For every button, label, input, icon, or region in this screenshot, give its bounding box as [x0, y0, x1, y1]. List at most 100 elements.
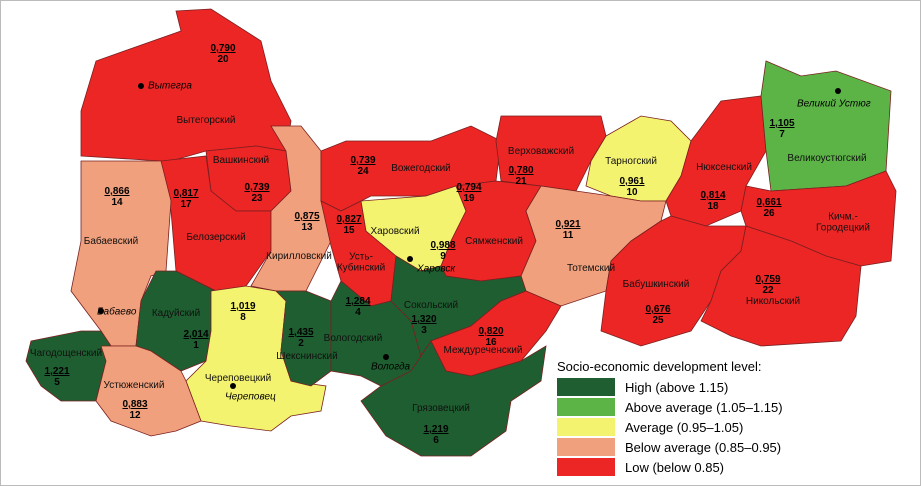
district-figures: 1,435 2 — [288, 327, 313, 349]
district-name: Никольский — [745, 295, 801, 307]
city-name: Вологда — [371, 361, 411, 373]
district-figures: 0,820 16 — [478, 326, 503, 348]
district-figures: 1,019 8 — [230, 301, 255, 323]
district-index: 0,794 — [456, 182, 482, 193]
legend-label: Above average (1.05–1.15) — [625, 399, 783, 415]
district-index: 0,739 — [244, 182, 270, 193]
district-index: 0,988 — [430, 240, 456, 251]
district-shape — [700, 225, 862, 347]
district-figures: 0,661 26 — [756, 197, 781, 219]
district-name: Великоустюгский — [787, 152, 867, 164]
district-rank: 8 — [240, 312, 246, 323]
district-name: Тарногский — [605, 155, 657, 167]
district-index: 0,961 — [619, 176, 645, 187]
district-rank: 25 — [652, 315, 664, 326]
district-rank: 24 — [357, 166, 369, 177]
district-rank: 26 — [763, 208, 775, 219]
district-name: Череповецкий — [204, 372, 272, 384]
district-rank: 7 — [779, 129, 785, 140]
legend-label: Low (below 0.85) — [625, 459, 724, 475]
district-rank: 19 — [463, 193, 475, 204]
district-index: 0,883 — [122, 399, 148, 410]
district-figures: 0,814 18 — [700, 190, 725, 212]
district-name: Сокольский — [403, 299, 459, 311]
district-rank: 3 — [421, 325, 427, 336]
district-name: Верховажский — [507, 145, 575, 157]
district-figures: 1,105 7 — [769, 118, 794, 140]
district-index: 0,676 — [645, 304, 671, 315]
district-name: Кадуйский — [151, 307, 201, 319]
district-name: Тотемский — [566, 262, 616, 274]
city-dot — [230, 383, 236, 389]
legend-label: Below average (0.85–0.95) — [625, 439, 782, 455]
district-index: 0,661 — [756, 197, 782, 208]
city-name: Вытегра — [148, 80, 192, 92]
district-rank: 11 — [562, 230, 574, 241]
district-figures: 0,780 21 — [508, 165, 533, 187]
district-rank: 22 — [762, 285, 774, 296]
district-name: Грязовецкий — [412, 402, 470, 414]
district-name: Вожегодский — [391, 162, 451, 174]
district-rank: 12 — [129, 410, 141, 421]
district-name: Междуреченский — [443, 344, 523, 356]
district-index: 1,435 — [288, 327, 314, 338]
district-index: 1,105 — [769, 118, 795, 129]
district-name: Кичм.-Городецкий — [816, 211, 870, 233]
district-index: 1,219 — [423, 424, 449, 435]
district-index: 0,866 — [104, 186, 130, 197]
district-name: Вологодский — [323, 332, 383, 344]
district-figures: 1,284 4 — [345, 296, 370, 318]
district-figures: 0,961 10 — [619, 176, 644, 198]
district-figures: 0,988 9 — [430, 240, 455, 262]
district-index: 0,875 — [294, 211, 320, 222]
district-rank: 1 — [193, 340, 199, 351]
district-rank: 21 — [515, 176, 527, 187]
district-name: Белозерский — [186, 231, 246, 243]
district-figures: 2,014 1 — [183, 329, 208, 351]
city-name: Харовск — [417, 263, 456, 275]
district-figures: 0,794 19 — [456, 182, 481, 204]
district-figures: 1,219 6 — [423, 424, 448, 446]
district-name: Нюксенский — [696, 161, 752, 173]
district-rank: 20 — [217, 54, 229, 65]
legend-title: Socio-economic development level: — [557, 359, 762, 374]
district-rank: 16 — [485, 337, 497, 348]
district-rank: 10 — [626, 187, 638, 198]
city-dot — [835, 88, 841, 94]
legend-label: Average (0.95–1.05) — [625, 419, 744, 435]
legend-item: Low (below 0.85) — [557, 457, 807, 477]
district-rank: 18 — [707, 201, 719, 212]
legend-swatch — [557, 438, 615, 456]
district-rank: 2 — [298, 338, 304, 349]
district-name: Вытегорский — [176, 114, 236, 126]
district-figures: 0,921 11 — [555, 219, 580, 241]
district-name: Бабаевский — [83, 235, 139, 247]
city-dot — [407, 256, 413, 262]
district-index: 1,221 — [44, 366, 70, 377]
district-shape — [95, 345, 202, 437]
district-rank: 9 — [440, 251, 446, 262]
district-index: 1,284 — [345, 296, 371, 307]
district-rank: 23 — [251, 193, 263, 204]
district-rank: 14 — [111, 197, 123, 208]
district-index: 2,014 — [183, 329, 209, 340]
city-dot — [383, 354, 389, 360]
city-name: Бабаево — [97, 306, 137, 318]
district-rank: 15 — [343, 225, 355, 236]
district-name: Устюженский — [103, 379, 165, 391]
district-name: Вашкинский — [212, 154, 270, 166]
district-figures: 1,221 5 — [44, 366, 69, 388]
district-figures: 0,866 14 — [104, 186, 129, 208]
legend-item: Average (0.95–1.05) — [557, 417, 807, 437]
district-index: 1,320 — [411, 314, 437, 325]
city-dot — [98, 308, 104, 314]
city-name: Череповец — [225, 391, 276, 403]
legend-swatch — [557, 458, 615, 476]
district-name: Шекснинский — [276, 350, 338, 362]
legend-item: Above average (1.05–1.15) — [557, 397, 807, 417]
district-figures: 0,827 15 — [336, 214, 361, 236]
district-index: 1,019 — [230, 301, 256, 312]
district-shape — [275, 290, 332, 387]
district-index: 0,814 — [700, 190, 726, 201]
